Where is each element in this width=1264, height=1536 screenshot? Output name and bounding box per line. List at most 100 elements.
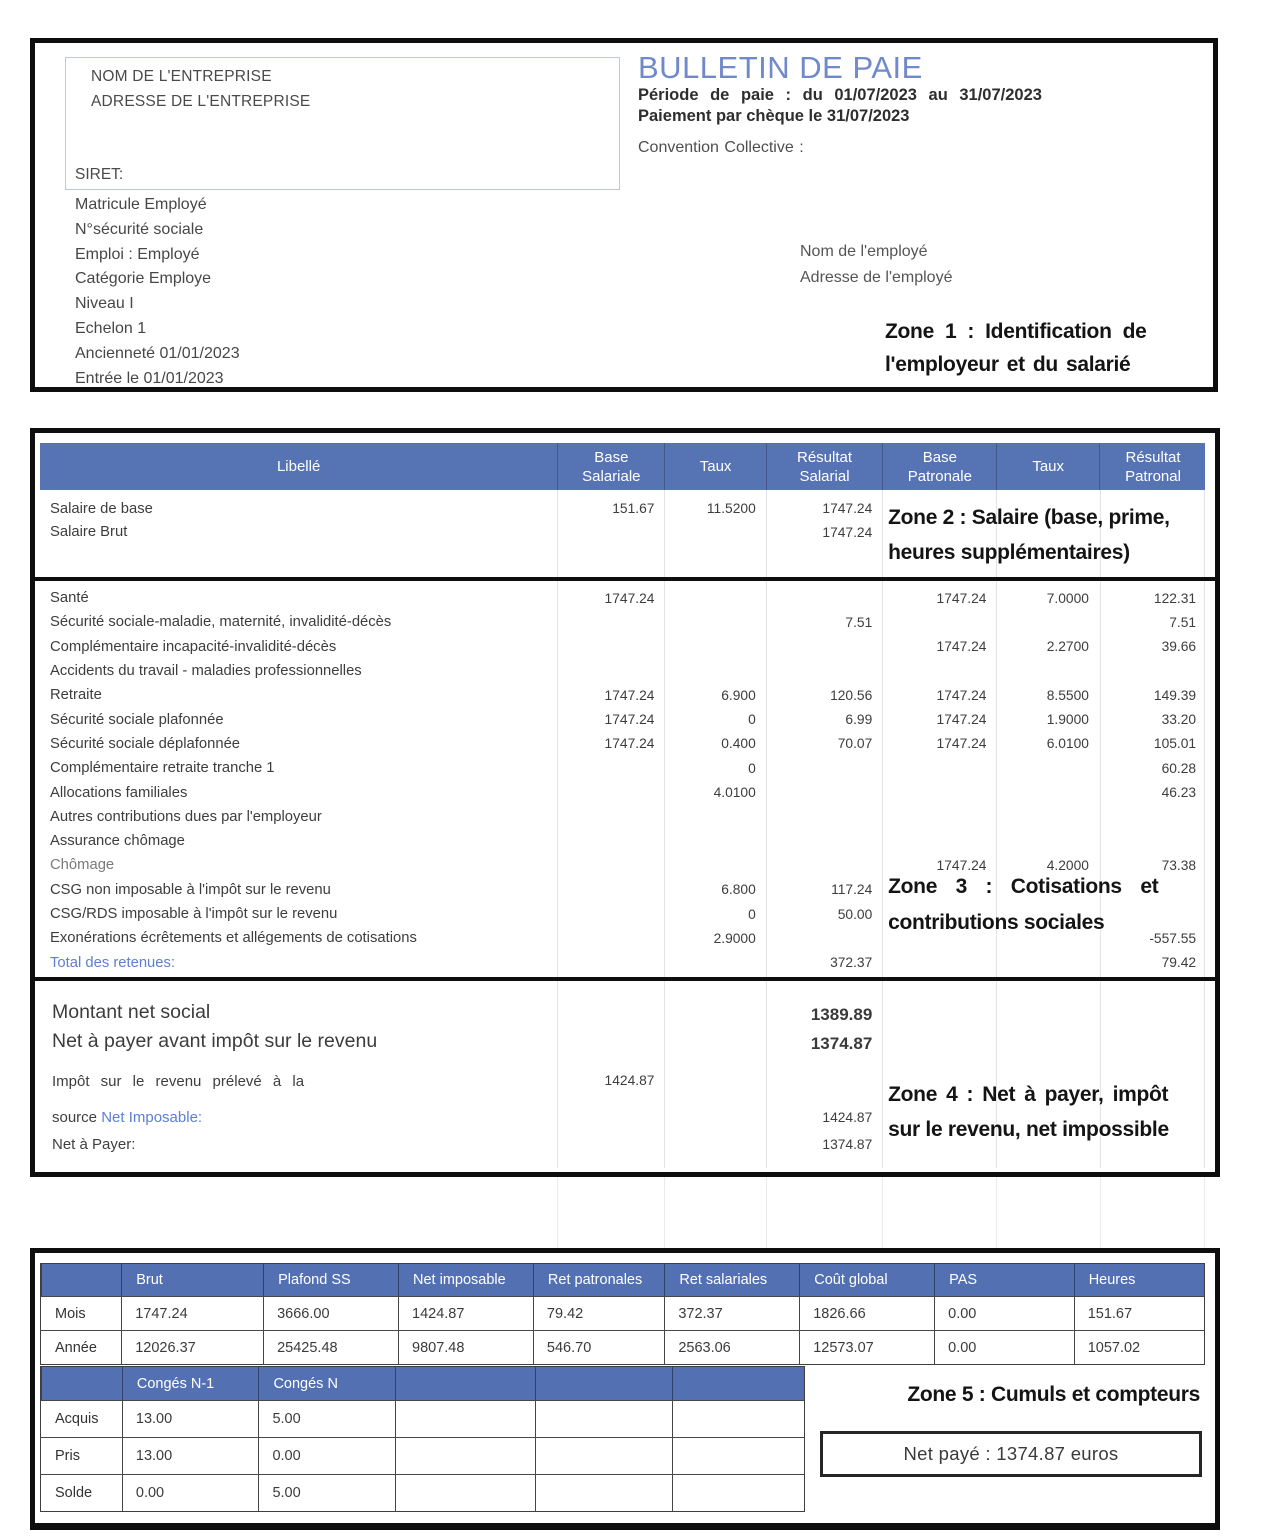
contribution-row: Complémentaire incapacité-invalidité-déc… xyxy=(40,635,1205,659)
salary-row: Salaire Brut 1747.24 xyxy=(40,521,1205,545)
zone3-annotation: Zone 3 : Cotisations et contributions so… xyxy=(888,875,1159,934)
col-header-resultat-salarial: Résultat Salarial xyxy=(765,443,883,490)
divider xyxy=(35,977,1215,981)
zone4-net-block: Montant net social Net à payer avant imp… xyxy=(40,981,1205,1168)
pay-table-header-row: Libellé Base Salariale Taux Résultat Sal… xyxy=(40,443,1205,490)
contribution-row: Complémentaire retraite tranche 1 0 60.2… xyxy=(40,756,1205,780)
row-label: Sécurité sociale-maladie, maternité, inv… xyxy=(50,614,392,631)
company-address-label: ADRESSE DE L'ENTREPRISE xyxy=(91,93,311,110)
cumuls-col-header: Net imposable xyxy=(398,1264,533,1296)
employee-info-list: Matricule Employé N°sécurité sociale Emplo… xyxy=(75,193,240,391)
row-label: Assurance chômage xyxy=(50,833,185,850)
contribution-row: Accidents du travail - maladies professi… xyxy=(40,659,1205,683)
row-label: Acquis xyxy=(55,1411,99,1427)
contribution-row: Allocations familiales 4.0100 46.23 xyxy=(40,780,1205,804)
net-social-value: 1389.89 xyxy=(810,1005,873,1024)
row-label: Complémentaire incapacité-invalidité-déc… xyxy=(50,638,337,655)
row-label: Total des retenues: xyxy=(50,954,176,971)
net-paye-box: Net payé : 1374.87 euros xyxy=(820,1431,1202,1477)
row-label: Autres contributions dues par l'employeu… xyxy=(50,808,322,825)
contribution-row: Sécurité sociale-maladie, maternité, inv… xyxy=(40,610,1205,634)
ghost-column-lines xyxy=(40,1177,1205,1248)
conges-col-header xyxy=(41,1367,122,1400)
zone5-annotation: Zone 5 : Cumuls et compteurs xyxy=(907,1383,1200,1406)
cumuls-col-header: Ret salariales xyxy=(664,1264,799,1296)
cumuls-col-header: Ret patronales xyxy=(532,1264,664,1296)
row-label: Solde xyxy=(55,1485,93,1501)
net-a-payer-value: 1374.87 xyxy=(822,1137,873,1152)
employee-info-line: Catégorie Employe xyxy=(75,270,212,288)
zone2-annotation: Zone 2 : Salaire (base, prime, heures su… xyxy=(888,506,1170,564)
conges-row: Solde 0.00 5.00 xyxy=(41,1474,804,1511)
payment-info: Paiement par chèque le 31/07/2023 xyxy=(638,107,910,125)
collective-agreement-label: Convention Collective : xyxy=(638,139,804,156)
cumuls-col-header: Coût global xyxy=(799,1264,934,1296)
bulletin-header: BULLETIN DE PAIE Période de paie : du 01… xyxy=(638,51,1116,157)
cumuls-header-row: Brut Plafond SS Net imposable Ret patronale… xyxy=(41,1264,1204,1296)
cumuls-col-header: PAS xyxy=(934,1264,1074,1296)
zone1-identification-box: NOM DE L'ENTREPRISE ADRESSE DE L'ENTREPR… xyxy=(30,38,1218,392)
net-before-tax-value: 1374.87 xyxy=(810,1034,873,1053)
row-label: Allocations familiales xyxy=(50,784,188,801)
conges-table: Congés N-1 Congés N Acquis 13.00 5.00 Pri… xyxy=(40,1366,805,1512)
col-header-resultat-patronal: Résultat Patronal xyxy=(1098,443,1206,490)
employee-info-line: Matricule Employé xyxy=(75,196,207,213)
conges-col-header: Congés N-1 xyxy=(121,1367,259,1400)
net-imposable-value: 1424.87 xyxy=(822,1110,873,1125)
net-a-payer-label: Net à Payer: xyxy=(52,1136,136,1153)
contribution-row: Retraite 1747.24 6.900 120.56 1747.24 8.… xyxy=(40,683,1205,707)
zone2-salary-block: Salaire de base 151.67 11.5200 1747.24 S… xyxy=(40,490,1205,577)
zone1-annotation: Zone 1 : Identification de l'employeur e… xyxy=(885,320,1147,376)
income-tax-label: Impôt sur le revenu prélevé à la xyxy=(52,1073,305,1090)
col-header-base-salariale: Base Salariale xyxy=(557,443,664,490)
conges-row: Pris 13.00 0.00 xyxy=(41,1437,804,1474)
conges-col-header xyxy=(395,1367,535,1400)
contribution-row: Exonérations écrêtements et allégements … xyxy=(40,926,1205,950)
contribution-row: Chômage 1747.24 4.2000 73.38 xyxy=(40,853,1205,877)
row-label: Sécurité sociale plafonnée xyxy=(50,711,224,728)
zone3-contributions-block: Santé 1747.24 1747.24 7.0000 122.31 Sécu… xyxy=(40,581,1205,977)
row-label: CSG/RDS imposable à l'impôt sur le reven… xyxy=(50,906,338,922)
row-label: Exonérations écrêtements et allégements … xyxy=(50,930,417,947)
net-imposable-label: source Net Imposable: xyxy=(52,1109,203,1126)
col-header-taux-salarial: Taux xyxy=(664,443,765,490)
cumuls-col-header: Heures xyxy=(1073,1264,1204,1296)
conges-row: Acquis 13.00 5.00 xyxy=(41,1400,804,1437)
row-label: Année xyxy=(55,1339,97,1356)
employee-info-line: Emploi : Employé xyxy=(75,245,200,263)
conges-col-header xyxy=(534,1367,672,1400)
col-header-base-patronale: Base Patronale xyxy=(882,443,996,490)
conges-header-row: Congés N-1 Congés N xyxy=(41,1367,804,1400)
col-header-libelle: Libellé xyxy=(276,458,321,475)
row-label: Sécurité sociale déplafonnée xyxy=(50,735,241,752)
divider xyxy=(35,577,1215,581)
company-name-label: NOM DE L'ENTREPRISE xyxy=(91,68,272,85)
row-label: Accidents du travail - maladies professi… xyxy=(50,663,362,680)
row-label: Chômage xyxy=(50,857,115,874)
contribution-row: Autres contributions dues par l'employeu… xyxy=(40,805,1205,829)
contribution-row: CSG non imposable à l'impôt sur le reven… xyxy=(40,878,1205,902)
row-label: Mois xyxy=(55,1305,86,1322)
employee-info-line: Entrée le 01/01/2023 xyxy=(75,369,224,387)
contribution-row: Sécurité sociale déplafonnée 1747.24 0.4… xyxy=(40,732,1205,756)
zone4-annotation: Zone 4 : Net à payer, impôt sur le reven… xyxy=(888,1083,1169,1141)
conges-col-header xyxy=(671,1367,804,1400)
cumuls-row: Mois 1747.24 3666.00 1424.87 79.42 372.3… xyxy=(41,1296,1204,1330)
employee-info-line: Ancienneté 01/01/2023 xyxy=(75,344,240,362)
col-header-taux-patronal: Taux xyxy=(996,443,1099,490)
contribution-row: Total des retenues: 372.37 79.42 xyxy=(40,950,1205,974)
cumuls-col-header: Plafond SS xyxy=(263,1264,398,1296)
contribution-row: Santé 1747.24 1747.24 7.0000 122.31 xyxy=(40,586,1205,610)
conges-col-header: Congés N xyxy=(258,1367,395,1400)
net-before-tax-label: Net à payer avant impôt sur le revenu xyxy=(52,1030,378,1052)
income-tax-base: 1424.87 xyxy=(604,1073,655,1088)
row-label: CSG non imposable à l'impôt sur le reven… xyxy=(50,881,331,898)
cumuls-col-header: Brut xyxy=(121,1264,263,1296)
row-label: Pris xyxy=(55,1448,80,1464)
row-label: Santé xyxy=(50,590,89,607)
row-label: Complémentaire retraite tranche 1 xyxy=(50,760,275,777)
row-label: Salaire Brut xyxy=(50,524,128,541)
cumuls-row: Année 12026.37 25425.48 9807.48 546.70 2… xyxy=(41,1330,1204,1364)
page-title: BULLETIN DE PAIE xyxy=(638,50,923,85)
